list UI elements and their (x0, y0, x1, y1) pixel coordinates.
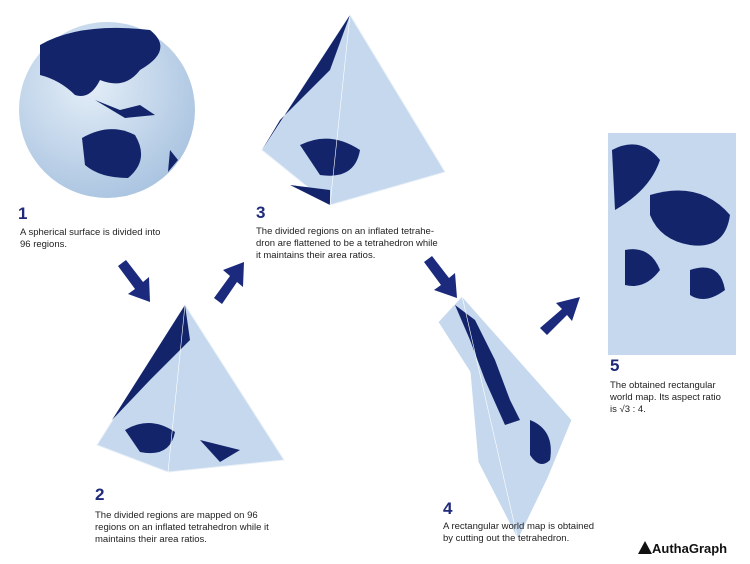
step-text: maintains their area ratios. (95, 534, 207, 545)
arrows (118, 256, 580, 335)
step-text: The obtained rectangular (610, 380, 716, 391)
rectangular-map (608, 133, 736, 355)
step-text: A rectangular world map is obtained (443, 521, 595, 532)
step-text: by cutting out the tetrahedron. (443, 533, 570, 544)
step-number: 2 (95, 485, 105, 504)
step-text: it maintains their area ratios. (256, 250, 376, 261)
unfolded-net (437, 295, 573, 542)
step-text: A spherical surface is divided into (20, 227, 161, 238)
step-text: is √3 : 4. (610, 404, 646, 415)
step-text: dron are flattened to be a tetrahedron w… (256, 238, 438, 249)
step-text: The divided regions are mapped on 96 (95, 510, 258, 521)
step-text: world map. Its aspect ratio (610, 392, 721, 403)
step-number: 5 (610, 356, 620, 375)
step-text: regions on an inflated tetrahedron while… (95, 522, 269, 533)
step-text: 96 regions. (20, 239, 68, 250)
inflated-tetrahedron (96, 304, 285, 473)
logo: AuthaGraph (652, 541, 728, 556)
logo-mark (638, 541, 652, 554)
step-text: The divided regions on an inflated tetra… (256, 226, 434, 237)
globe (19, 22, 195, 198)
step-number: 3 (256, 203, 266, 222)
flat-tetrahedron (261, 14, 446, 206)
step-number: 1 (18, 204, 28, 223)
step-number: 4 (443, 499, 453, 518)
